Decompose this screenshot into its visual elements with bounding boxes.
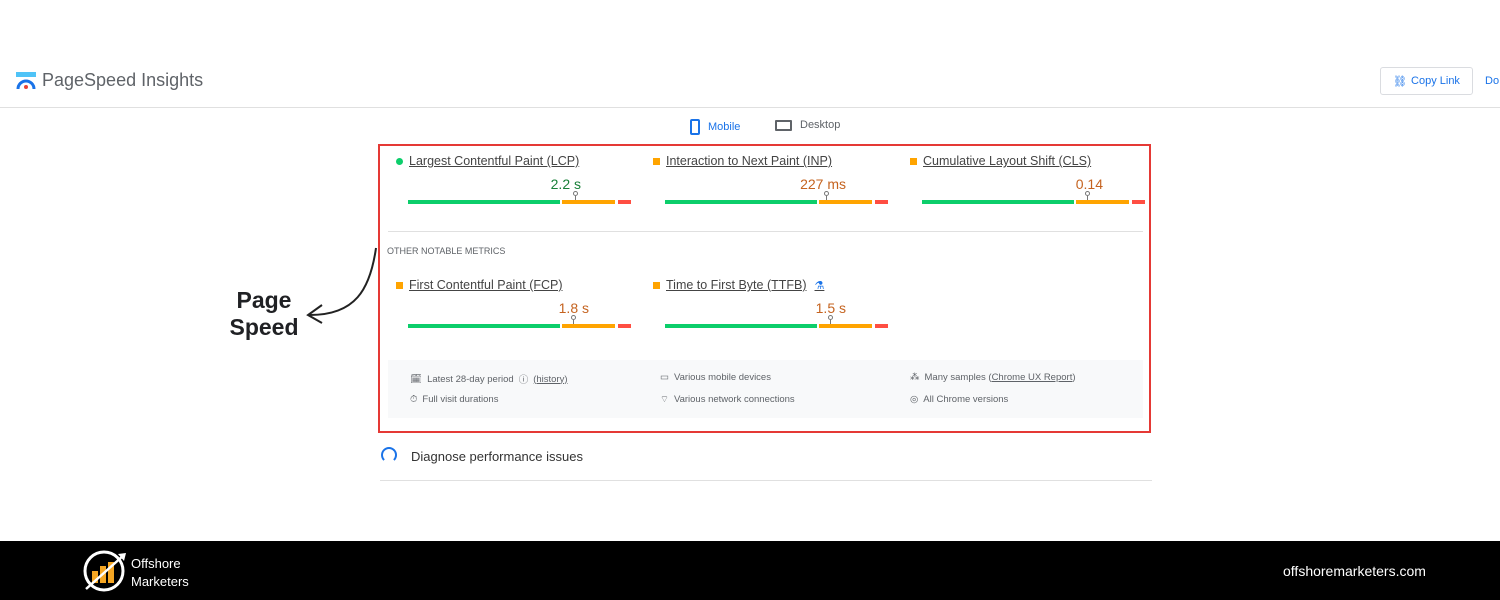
history-link[interactable]: (history) — [533, 373, 568, 385]
footer: Offshore Marketers offshoremarketers.com — [0, 541, 1500, 600]
average-square-icon — [396, 281, 403, 289]
percentile-marker-icon — [823, 191, 829, 204]
divider — [388, 231, 1143, 232]
average-square-icon — [910, 157, 917, 165]
metric-value: 2.2 s — [550, 176, 581, 192]
metric-inp: Interaction to Next Paint (INP) 227 ms — [653, 154, 888, 204]
metric-label[interactable]: First Contentful Paint (FCP) — [396, 278, 621, 292]
link-icon: ⛓ — [1393, 75, 1408, 88]
bar-good — [665, 324, 817, 328]
field-data-highlight — [378, 144, 1151, 433]
devices-icon: ▭ — [660, 372, 669, 383]
annotation-arrow-icon — [306, 247, 377, 324]
percentile-marker-icon — [573, 191, 579, 204]
data-source-info: 🗓 Latest 28-day period ⓘ (history) ▭ Various… — [388, 360, 1143, 418]
distribution-bar — [922, 191, 1145, 204]
copy-link-button[interactable]: ⛓ Copy Link — [1380, 67, 1473, 95]
period-info: 🗓 Latest 28-day period ⓘ (history) — [410, 373, 568, 387]
distribution-bar — [408, 315, 631, 328]
metric-label[interactable]: Largest Contentful Paint (LCP) — [396, 154, 621, 168]
tab-desktop[interactable]: Desktop — [775, 119, 840, 131]
loading-spinner-icon — [381, 447, 397, 463]
other-metrics-heading: OTHER NOTABLE METRICS — [387, 246, 506, 256]
wifi-icon: ⌔ — [660, 394, 669, 405]
metric-fcp: First Contentful Paint (FCP) 1.8 s — [396, 278, 631, 328]
metric-cls: Cumulative Layout Shift (CLS) 0.14 — [910, 154, 1145, 204]
website-url: offshoremarketers.com — [1283, 563, 1426, 579]
header-divider — [0, 107, 1500, 108]
chrome-icon: ◎ — [910, 394, 919, 405]
durations-info: ⏱ Full visit durations — [410, 394, 499, 405]
bar-average — [818, 200, 873, 204]
bar-average — [561, 200, 616, 204]
metric-value: 1.8 s — [558, 300, 589, 316]
flask-icon: ⚗ — [814, 279, 825, 292]
bar-average — [561, 324, 616, 328]
divider — [380, 480, 1152, 481]
bar-good — [408, 324, 560, 328]
metric-value: 227 ms — [800, 176, 846, 192]
bar-poor — [874, 324, 888, 328]
diagnose-heading[interactable]: Diagnose performance issues — [411, 449, 583, 464]
bar-good — [665, 200, 817, 204]
percentile-marker-icon — [1085, 191, 1091, 204]
bar-poor — [617, 200, 631, 204]
distribution-bar — [665, 315, 888, 328]
devices-info: ▭ Various mobile devices — [660, 372, 771, 383]
bar-average — [818, 324, 873, 328]
chrome-info: ◎ All Chrome versions — [910, 394, 1009, 405]
percentile-marker-icon — [828, 315, 834, 328]
app-title: PageSpeed Insights — [42, 70, 204, 90]
average-square-icon — [653, 157, 660, 165]
network-info: ⌔ Various network connections — [660, 394, 795, 405]
desktop-icon — [775, 119, 792, 131]
help-icon[interactable]: ⓘ — [518, 375, 529, 386]
timer-icon: ⏱ — [410, 394, 418, 405]
metric-label[interactable]: Cumulative Layout Shift (CLS) — [910, 154, 1135, 168]
page-speed-annotation: Page Speed — [229, 287, 299, 340]
phone-icon — [690, 119, 700, 135]
metric-lcp: Largest Contentful Paint (LCP) 2.2 s — [396, 154, 631, 204]
pagespeed-logo-icon — [16, 72, 36, 90]
metric-value: 0.14 — [1075, 176, 1103, 192]
users-icon: ⁂ — [910, 372, 920, 383]
metric-value: 1.5 s — [815, 300, 846, 316]
metric-ttfb: Time to First Byte (TTFB) ⚗ 1.5 s — [653, 278, 888, 328]
samples-info: ⁂ Many samples (Chrome UX Report) — [910, 372, 1076, 383]
good-circle-icon — [396, 157, 403, 165]
bar-good — [922, 200, 1074, 204]
distribution-bar — [408, 191, 631, 204]
distribution-bar — [665, 191, 888, 204]
chrome-ux-report-link[interactable]: Chrome UX Report — [991, 372, 1073, 383]
tab-mobile[interactable]: Mobile — [690, 119, 740, 135]
offshore-marketers-logo-icon — [83, 550, 126, 592]
average-square-icon — [653, 281, 660, 289]
metric-label[interactable]: Interaction to Next Paint (INP) — [653, 154, 878, 168]
bar-poor — [617, 324, 631, 328]
bar-average — [1075, 200, 1130, 204]
percentile-marker-icon — [571, 315, 577, 328]
docs-link[interactable]: Do — [1485, 75, 1500, 87]
bar-poor — [874, 200, 888, 204]
brand-name: Offshore Marketers — [131, 556, 189, 589]
metric-label[interactable]: Time to First Byte (TTFB) ⚗ — [653, 278, 878, 292]
bar-poor — [1131, 200, 1145, 204]
calendar-icon: 🗓 — [410, 373, 423, 385]
bar-good — [408, 200, 560, 204]
